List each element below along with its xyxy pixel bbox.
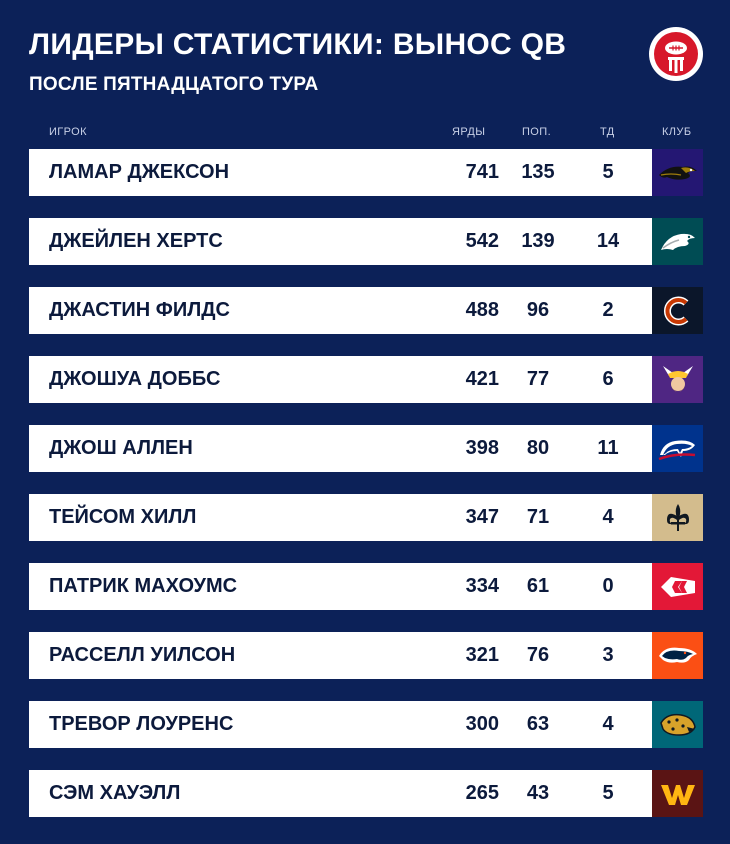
col-header-club: КЛУБ	[662, 126, 692, 138]
yards-value: 421	[465, 368, 499, 390]
attempts-value: 76	[526, 644, 550, 666]
col-header-player: ИГРОК	[49, 126, 87, 138]
club-cell	[652, 701, 703, 748]
bills-logo-icon	[658, 440, 695, 460]
brand-logo-icon	[649, 27, 703, 81]
attempts-value: 43	[526, 782, 550, 804]
attempts-value: 80	[526, 437, 550, 459]
player-name: СЭМ ХАУЭЛЛ	[49, 782, 181, 804]
attempts-value: 135	[521, 161, 555, 183]
commanders-logo-icon	[660, 784, 695, 805]
td-value: 2	[602, 299, 614, 321]
td-value: 4	[602, 713, 614, 735]
player-name: ТРЕВОР ЛОУРЕНС	[49, 713, 234, 735]
player-name: ДЖОШ АЛЛЕН	[49, 437, 193, 459]
ravens-logo-icon	[658, 166, 697, 180]
yards-value: 542	[465, 230, 499, 252]
page-title: ЛИДЕРЫ СТАТИСТИКИ: ВЫНОС QB	[29, 28, 567, 61]
yards-value: 488	[465, 299, 499, 321]
td-value: 5	[602, 782, 614, 804]
table-row: СЭМ ХАУЭЛЛ 265 43 5	[29, 770, 703, 817]
saints-logo-icon	[666, 503, 689, 531]
td-value: 5	[602, 161, 614, 183]
player-name: ЛАМАР ДЖЕКСОН	[49, 161, 230, 183]
attempts-value: 61	[526, 575, 550, 597]
table-row: ДЖЕЙЛЕН ХЕРТС 542 139 14	[29, 218, 703, 265]
player-name: ДЖЕЙЛЕН ХЕРТС	[49, 230, 223, 252]
td-value: 0	[602, 575, 614, 597]
col-header-yards: ЯРДЫ	[452, 126, 486, 138]
club-cell	[652, 287, 703, 334]
club-cell	[652, 356, 703, 403]
yards-value: 398	[465, 437, 499, 459]
club-cell	[652, 770, 703, 817]
club-cell	[652, 218, 703, 265]
table-row: ДЖОШ АЛЛЕН 398 80 11	[29, 425, 703, 472]
yards-value: 265	[465, 782, 499, 804]
td-value: 11	[597, 437, 619, 459]
broncos-logo-icon	[658, 647, 697, 663]
td-value: 14	[596, 230, 620, 252]
vikings-logo-icon	[662, 365, 693, 392]
attempts-value: 96	[526, 299, 550, 321]
player-name: ПАТРИК МАХОУМС	[49, 575, 238, 597]
attempts-value: 139	[521, 230, 555, 252]
table-row: ПАТРИК МАХОУМС 334 61 0	[29, 563, 703, 610]
table-row: ТЕЙСОМ ХИЛЛ 347 71 4	[29, 494, 703, 541]
yards-value: 300	[465, 713, 499, 735]
td-value: 3	[602, 644, 614, 666]
yards-value: 347	[465, 506, 499, 528]
col-header-td: ТД	[600, 126, 615, 138]
yards-value: 741	[465, 161, 499, 183]
col-header-attempts: ПОП.	[522, 126, 552, 138]
player-name: РАССЕЛЛ УИЛСОН	[49, 644, 236, 666]
player-name: ДЖОШУА ДОББС	[49, 368, 221, 390]
player-name: ДЖАСТИН ФИЛДС	[49, 299, 230, 321]
chiefs-logo-icon	[660, 576, 695, 597]
club-cell	[652, 563, 703, 610]
table-row: РАССЕЛЛ УИЛСОН 321 76 3	[29, 632, 703, 679]
bears-logo-icon	[663, 296, 688, 325]
td-value: 6	[602, 368, 614, 390]
club-cell	[652, 425, 703, 472]
page-subtitle: ПОСЛЕ ПЯТНАДЦАТОГО ТУРА	[29, 74, 319, 95]
club-cell	[652, 632, 703, 679]
player-name: ТЕЙСОМ ХИЛЛ	[49, 506, 197, 528]
attempts-value: 63	[526, 713, 550, 735]
yards-value: 334	[465, 575, 499, 597]
jaguars-logo-icon	[659, 713, 696, 736]
table-row: ЛАМАР ДЖЕКСОН 741 135 5	[29, 149, 703, 196]
td-value: 4	[602, 506, 614, 528]
attempts-value: 77	[526, 368, 550, 390]
table-row: ТРЕВОР ЛОУРЕНС 300 63 4	[29, 701, 703, 748]
attempts-value: 71	[526, 506, 550, 528]
club-cell	[652, 149, 703, 196]
eagles-logo-icon	[660, 233, 695, 250]
table-row: ДЖАСТИН ФИЛДС 488 96 2	[29, 287, 703, 334]
club-cell	[652, 494, 703, 541]
table-row: ДЖОШУА ДОББС 421 77 6	[29, 356, 703, 403]
yards-value: 321	[465, 644, 499, 666]
